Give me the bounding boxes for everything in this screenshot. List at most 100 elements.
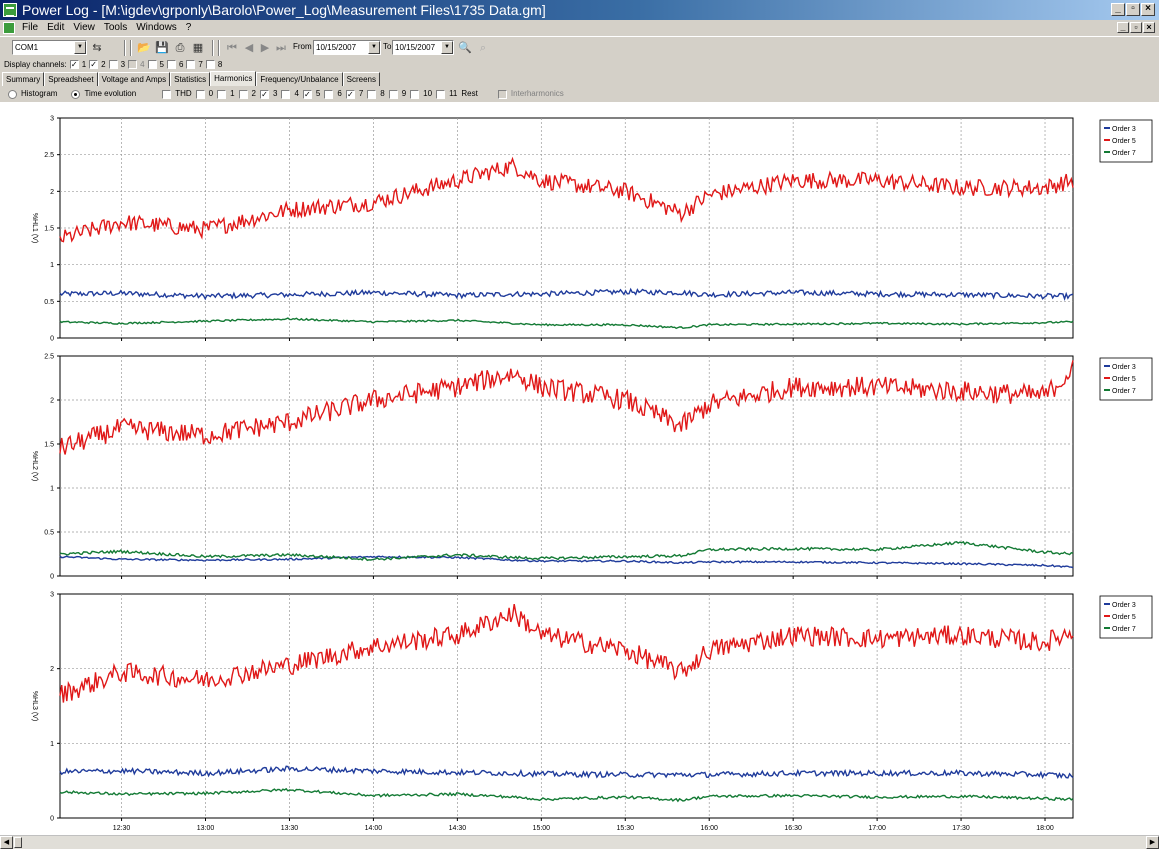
chevron-down-icon[interactable]: ▼ <box>74 41 86 54</box>
from-label: From <box>293 42 312 51</box>
chevron-down-icon[interactable]: ▼ <box>368 41 380 54</box>
order-6-checkbox[interactable] <box>324 89 334 99</box>
connect-icon[interactable]: ⇆ <box>92 42 102 54</box>
channel-8-checkbox[interactable] <box>205 60 215 69</box>
histogram-radio[interactable] <box>8 89 17 99</box>
channel-7-checkbox[interactable] <box>186 60 196 69</box>
tab-spreadsheet[interactable]: Spreadsheet <box>44 72 98 86</box>
document-window-controls: _ ▫ × <box>1117 22 1155 33</box>
doc-restore-button[interactable]: ▫ <box>1130 22 1142 33</box>
channel-5-checkbox[interactable] <box>147 60 157 69</box>
channel-2-checkbox[interactable]: ✓ <box>89 60 99 69</box>
x-tick-label: 15:30 <box>616 825 634 832</box>
panel-2-ytick-label: 2.5 <box>44 354 54 361</box>
x-tick-label: 16:00 <box>700 825 718 832</box>
order-0-checkbox[interactable] <box>195 89 205 99</box>
port-select[interactable]: COM1 ▼ <box>12 40 87 55</box>
time-evolution-label: Time evolution <box>84 89 137 98</box>
horizontal-scrollbar[interactable]: ◀ ▶ <box>0 835 1159 849</box>
print-icon[interactable]: ⎙ <box>175 42 185 54</box>
order-11-label: 11 <box>449 89 458 98</box>
panel-2-ytick-label: 0 <box>50 574 54 581</box>
window-controls: _ ▫ × <box>1111 3 1155 16</box>
scrollbar-thumb[interactable] <box>14 837 22 848</box>
previous-record-icon[interactable]: ◀ <box>244 42 254 54</box>
x-tick-label: 15:00 <box>533 825 551 832</box>
scroll-right-icon[interactable]: ▶ <box>1146 836 1159 849</box>
order-rest-label: Rest <box>461 89 478 98</box>
menu-edit[interactable]: Edit <box>47 22 65 33</box>
order-11-checkbox[interactable] <box>436 89 446 99</box>
panel-2-plot-frame <box>59 355 1074 577</box>
order-9-checkbox[interactable] <box>388 89 398 99</box>
menu-help[interactable]: ? <box>185 22 192 33</box>
app-icon[interactable] <box>3 3 17 17</box>
order-3-checkbox[interactable]: ✓ <box>260 89 269 99</box>
tab-summary[interactable]: Summary <box>2 72 45 86</box>
time-evolution-radio[interactable] <box>71 89 81 99</box>
menu-view[interactable]: View <box>73 22 95 33</box>
panel-3-series-order-5 <box>59 603 1074 703</box>
order-1-checkbox[interactable] <box>217 89 227 99</box>
interharmonics-label: Interharmonics <box>510 89 564 98</box>
from-date-picker[interactable]: 10/15/2007 ▼ <box>313 40 381 55</box>
toolbar: COM1 ▼ ⇆ 📂 💾 ⎙ ▦ ⏮ ◀ ▶ ⏭ From 10/15/2007… <box>0 36 1159 58</box>
tab-screens[interactable]: Screens <box>342 72 380 86</box>
panel-2-ytick-label: 0.5 <box>44 530 54 537</box>
document-icon[interactable] <box>3 22 15 34</box>
tab-harmonics[interactable]: Harmonics <box>210 71 257 86</box>
channel-3-checkbox[interactable] <box>108 60 118 69</box>
order-4-checkbox[interactable] <box>281 89 291 99</box>
order-thd-checkbox[interactable] <box>162 89 172 99</box>
minimize-button[interactable]: _ <box>1111 3 1125 16</box>
channel-5-label: 5 <box>159 60 164 69</box>
zoom-out-icon[interactable]: ⌕ <box>479 42 487 54</box>
order-7-label: 7 <box>358 89 364 98</box>
tab-statistics[interactable]: Statistics <box>170 72 211 86</box>
doc-minimize-button[interactable]: _ <box>1117 22 1129 33</box>
scroll-left-icon[interactable]: ◀ <box>0 836 13 849</box>
menu-file[interactable]: File <box>22 22 39 33</box>
panel-2-series-order-5 <box>59 360 1074 455</box>
doc-close-button[interactable]: × <box>1143 22 1155 33</box>
order-8-checkbox[interactable] <box>367 89 377 99</box>
last-record-icon[interactable]: ⏭ <box>276 42 286 54</box>
tab-voltage-and-amps[interactable]: Voltage and Amps <box>97 72 171 86</box>
menu-tools[interactable]: Tools <box>103 22 128 33</box>
interharmonics-checkbox <box>497 89 507 99</box>
menu-bar: File Edit View Tools Windows ? _ ▫ × <box>0 20 1159 36</box>
tab-bar: Summary Spreadsheet Voltage and Amps Sta… <box>0 71 1159 86</box>
open-folder-icon[interactable]: 📂 <box>137 42 151 54</box>
title-bar: Power Log - [M:\igdev\grponly\Barolo\Pow… <box>0 0 1159 20</box>
panel-1-legend-label: Order 3 <box>1112 126 1136 133</box>
menu-windows[interactable]: Windows <box>136 22 177 33</box>
restore-button[interactable]: ▫ <box>1126 3 1140 16</box>
first-record-icon[interactable]: ⏮ <box>227 42 237 54</box>
x-tick-label: 18:00 <box>1036 825 1054 832</box>
panel-3-legend-label: Order 5 <box>1112 614 1136 621</box>
tab-frequency-unbalance[interactable]: Frequency/Unbalance <box>256 72 343 86</box>
order-2-checkbox[interactable] <box>238 89 248 99</box>
to-date-picker[interactable]: 10/15/2007 ▼ <box>392 40 454 55</box>
window-title: Power Log - [M:\igdev\grponly\Barolo\Pow… <box>22 2 546 18</box>
export-icon[interactable]: ▦ <box>192 42 204 54</box>
channel-6-checkbox[interactable] <box>166 60 176 69</box>
port-value: COM1 <box>15 43 39 52</box>
save-icon[interactable]: 💾 <box>155 42 169 54</box>
channel-1-checkbox[interactable]: ✓ <box>69 60 79 69</box>
to-label: To <box>383 42 392 51</box>
order-10-checkbox[interactable] <box>410 89 420 99</box>
x-tick-label: 12:30 <box>113 825 131 832</box>
panel-2-ytick-label: 1.5 <box>44 442 54 449</box>
zoom-in-icon[interactable]: 🔍 <box>458 42 472 54</box>
panel-1-ytick-label: 2.5 <box>44 152 54 159</box>
x-tick-label: 16:30 <box>784 825 802 832</box>
order-5-checkbox[interactable]: ✓ <box>302 89 312 99</box>
channel-4-checkbox <box>128 60 138 69</box>
panel-3-y-axis-label: %HL3 (V) <box>31 691 38 721</box>
chevron-down-icon[interactable]: ▼ <box>441 41 453 54</box>
order-7-checkbox[interactable]: ✓ <box>345 89 355 99</box>
close-button[interactable]: × <box>1141 3 1155 16</box>
next-record-icon[interactable]: ▶ <box>260 42 270 54</box>
channel-8-label: 8 <box>217 60 223 69</box>
